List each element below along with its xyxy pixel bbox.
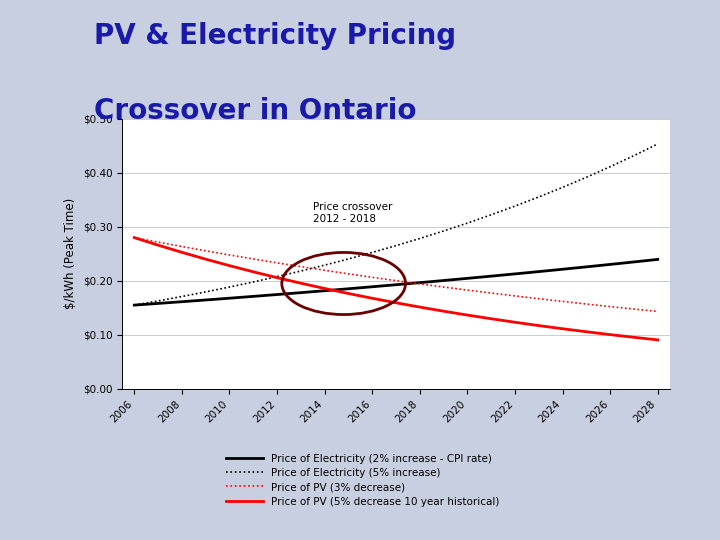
Text: PV & Electricity Pricing: PV & Electricity Pricing (94, 22, 456, 50)
Text: Price crossover
2012 - 2018: Price crossover 2012 - 2018 (312, 202, 392, 224)
Text: Crossover in Ontario: Crossover in Ontario (94, 97, 416, 125)
Legend: Price of Electricity (2% increase - CPI rate), Price of Electricity (5% increase: Price of Electricity (2% increase - CPI … (226, 454, 499, 507)
Y-axis label: $/kWh (Peak Time): $/kWh (Peak Time) (65, 198, 78, 309)
